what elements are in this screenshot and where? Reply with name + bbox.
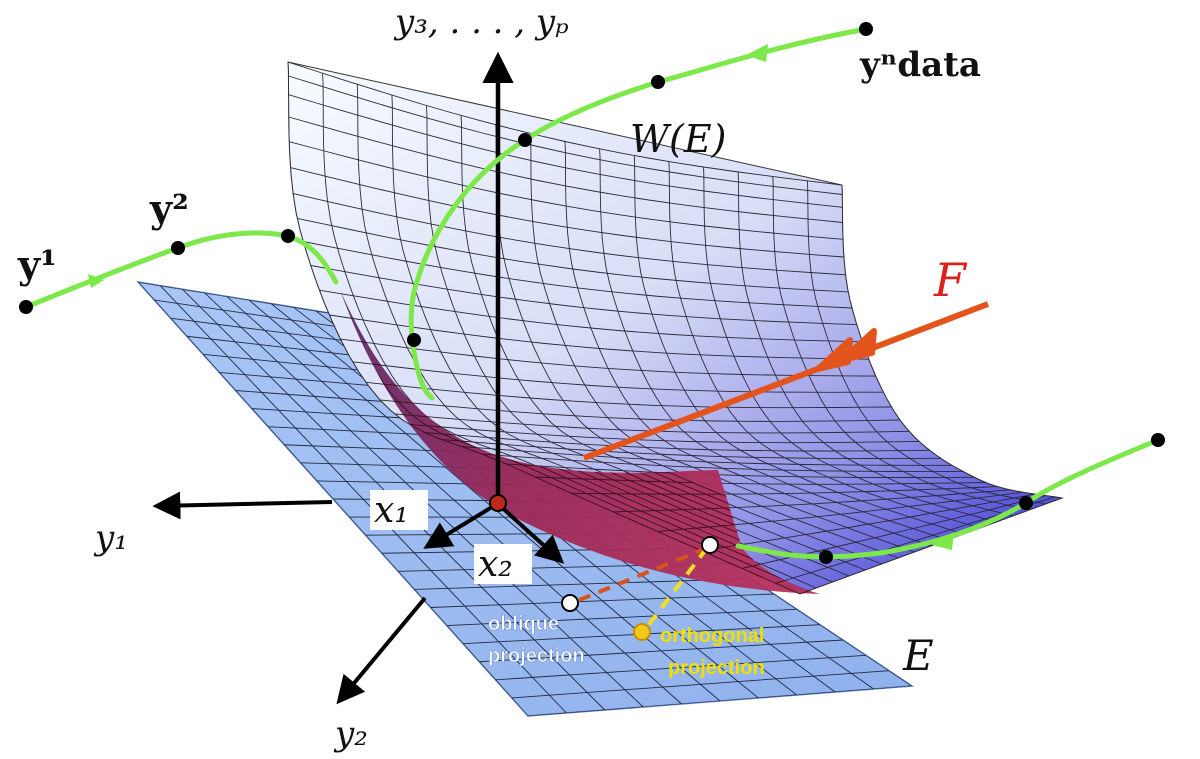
data-point [1151, 433, 1165, 447]
axis-y1-arrow [158, 502, 332, 506]
data-point [859, 22, 873, 36]
axis-y1-label: y₁ [93, 518, 128, 558]
x1-label: x₁ [374, 490, 409, 531]
axis-y2-arrow [340, 598, 425, 700]
arrowhead-icon [746, 44, 768, 62]
traj-y2-label: y² [149, 186, 189, 231]
axis-top-label: y₃, . . . , yₚ [393, 2, 569, 42]
oblique-label-line2: projection [488, 645, 585, 667]
traj-ydata-label: yⁿdata [859, 45, 981, 85]
data-point [651, 75, 665, 89]
data-point [171, 241, 185, 255]
plane-E-label: E [902, 631, 934, 680]
oblique-projection-point [562, 595, 578, 611]
oblique-label-line1: oblique [488, 613, 559, 635]
data-point [819, 550, 833, 564]
data-point [407, 333, 421, 347]
axis-y2-label: y₂ [333, 714, 368, 754]
data-point [19, 300, 33, 314]
ortho-label-line2: projection [668, 657, 765, 679]
orthogonal-projection-point [634, 624, 650, 640]
traj-y1-label: y¹ [17, 242, 57, 287]
force-F-label: F [933, 253, 968, 307]
x2-label: x₂ [478, 544, 513, 585]
surface-W-label: W(E) [630, 117, 726, 161]
data-point [1019, 496, 1033, 510]
data-point [281, 229, 295, 243]
projected-point [702, 537, 718, 553]
data-point [518, 133, 532, 147]
ortho-label-line1: orthogonal [660, 625, 764, 647]
origin-point [490, 495, 506, 511]
